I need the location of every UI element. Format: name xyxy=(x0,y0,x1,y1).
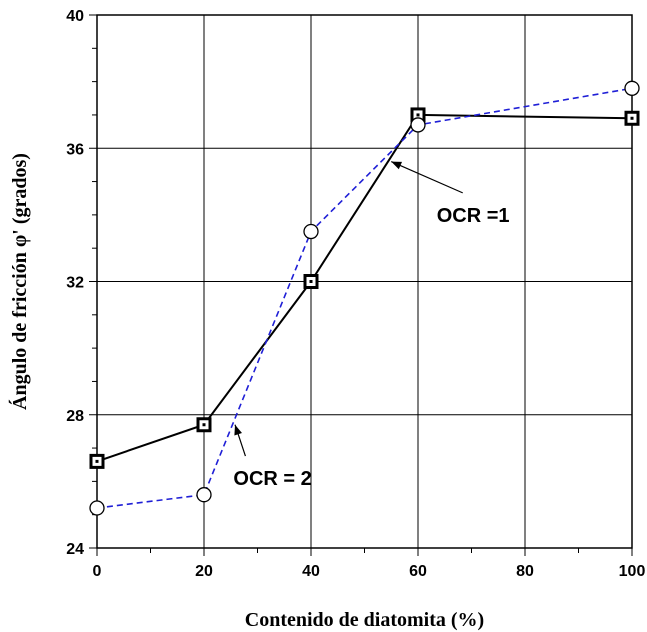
y-tick-label: 32 xyxy=(66,275,84,292)
square-marker-dot xyxy=(416,113,420,117)
x-tick-label: 0 xyxy=(93,563,102,580)
circle-marker xyxy=(196,487,212,503)
y-axis-title: Ángulo de fricción φ' (grados) xyxy=(8,153,31,410)
circle-marker xyxy=(89,500,105,516)
x-tick-label: 40 xyxy=(302,563,320,580)
y-tick-label: 24 xyxy=(66,541,84,558)
series-group xyxy=(89,80,640,516)
annotation-arrow-head xyxy=(391,161,403,170)
square-marker-dot xyxy=(309,280,313,283)
annotation-arrow-head xyxy=(234,424,242,436)
circle-marker xyxy=(624,80,640,96)
square-marker-dot xyxy=(202,423,206,427)
annotation-label: OCR =1 xyxy=(437,205,510,227)
y-tick-label: 40 xyxy=(66,8,84,25)
square-marker-dot xyxy=(630,116,634,120)
series-line-2 xyxy=(96,87,633,509)
square-marker-dot xyxy=(95,459,99,463)
circle-marker xyxy=(303,223,319,240)
y-tick-label: 36 xyxy=(66,141,84,158)
x-tick-label: 80 xyxy=(516,563,534,580)
annotations: OCR =1 OCR = 2 xyxy=(233,161,510,490)
annotation-label: OCR = 2 xyxy=(233,468,311,490)
x-tick-labels: 0 20 40 60 80 100 xyxy=(93,563,646,580)
x-tick-label: 20 xyxy=(195,563,213,580)
grid xyxy=(96,14,633,549)
series-line-1 xyxy=(96,113,633,463)
x-axis-title: Contenido de diatomita (%) xyxy=(245,609,484,631)
x-tick-label: 60 xyxy=(409,563,427,580)
axis-ticks xyxy=(89,14,633,556)
x-tick-label: 100 xyxy=(619,563,646,580)
y-tick-labels: 24 28 32 36 40 xyxy=(66,8,84,558)
circle-marker xyxy=(410,117,426,133)
y-tick-label: 28 xyxy=(66,408,84,425)
annotation-arrow-line xyxy=(391,161,463,194)
